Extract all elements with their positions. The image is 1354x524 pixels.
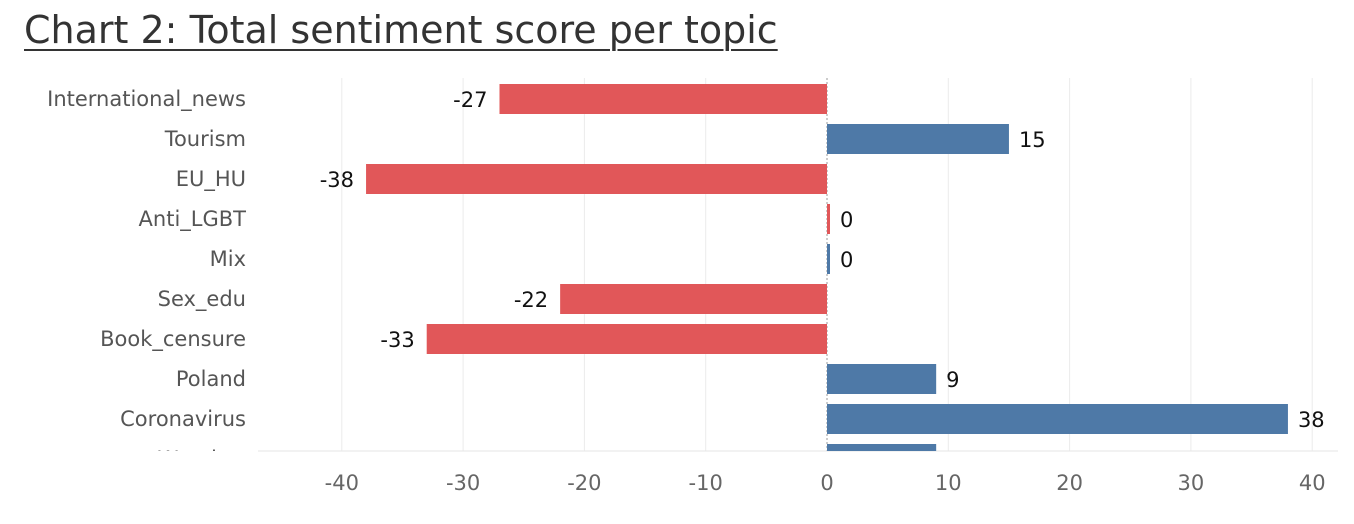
bar	[827, 204, 830, 234]
x-tick-label: 20	[1056, 471, 1083, 495]
category-label: International_news	[47, 87, 246, 112]
bar	[827, 444, 937, 451]
category-label: Mix	[210, 247, 246, 271]
bar	[827, 124, 1009, 154]
bar	[426, 324, 827, 354]
x-tick-label: 10	[935, 471, 962, 495]
data-label: 38	[1298, 408, 1325, 432]
category-label: Book_censure	[100, 327, 246, 352]
bar	[560, 284, 827, 314]
category-label: Weather	[158, 447, 247, 471]
category-label: Poland	[176, 367, 246, 391]
bar	[827, 364, 937, 394]
data-label: 0	[840, 208, 853, 232]
category-label: Coronavirus	[120, 407, 246, 431]
category-label: Anti_LGBT	[139, 207, 247, 232]
data-label: 9	[946, 368, 959, 392]
data-label: 9	[946, 448, 959, 472]
data-label: -27	[453, 88, 487, 112]
bar	[827, 244, 830, 274]
x-tick-label: 0	[820, 471, 833, 495]
bar	[827, 404, 1288, 434]
x-tick-label: -40	[325, 471, 359, 495]
category-label: Sex_edu	[158, 287, 246, 312]
x-tick-label: -20	[567, 471, 601, 495]
chart-title: Chart 2: Total sentiment score per topic	[24, 8, 778, 52]
category-label: Tourism	[164, 127, 246, 151]
x-tick-label: -10	[689, 471, 723, 495]
x-tick-label: -30	[446, 471, 480, 495]
x-tick-label: 30	[1178, 471, 1205, 495]
bar	[366, 164, 827, 194]
x-tick-label: 40	[1299, 471, 1326, 495]
category-label: EU_HU	[176, 167, 246, 192]
data-label: -38	[320, 168, 354, 192]
data-label: -22	[514, 288, 548, 312]
data-label: -33	[380, 328, 414, 352]
data-label: 15	[1019, 128, 1046, 152]
bar	[499, 84, 827, 114]
data-label: 0	[840, 248, 853, 272]
